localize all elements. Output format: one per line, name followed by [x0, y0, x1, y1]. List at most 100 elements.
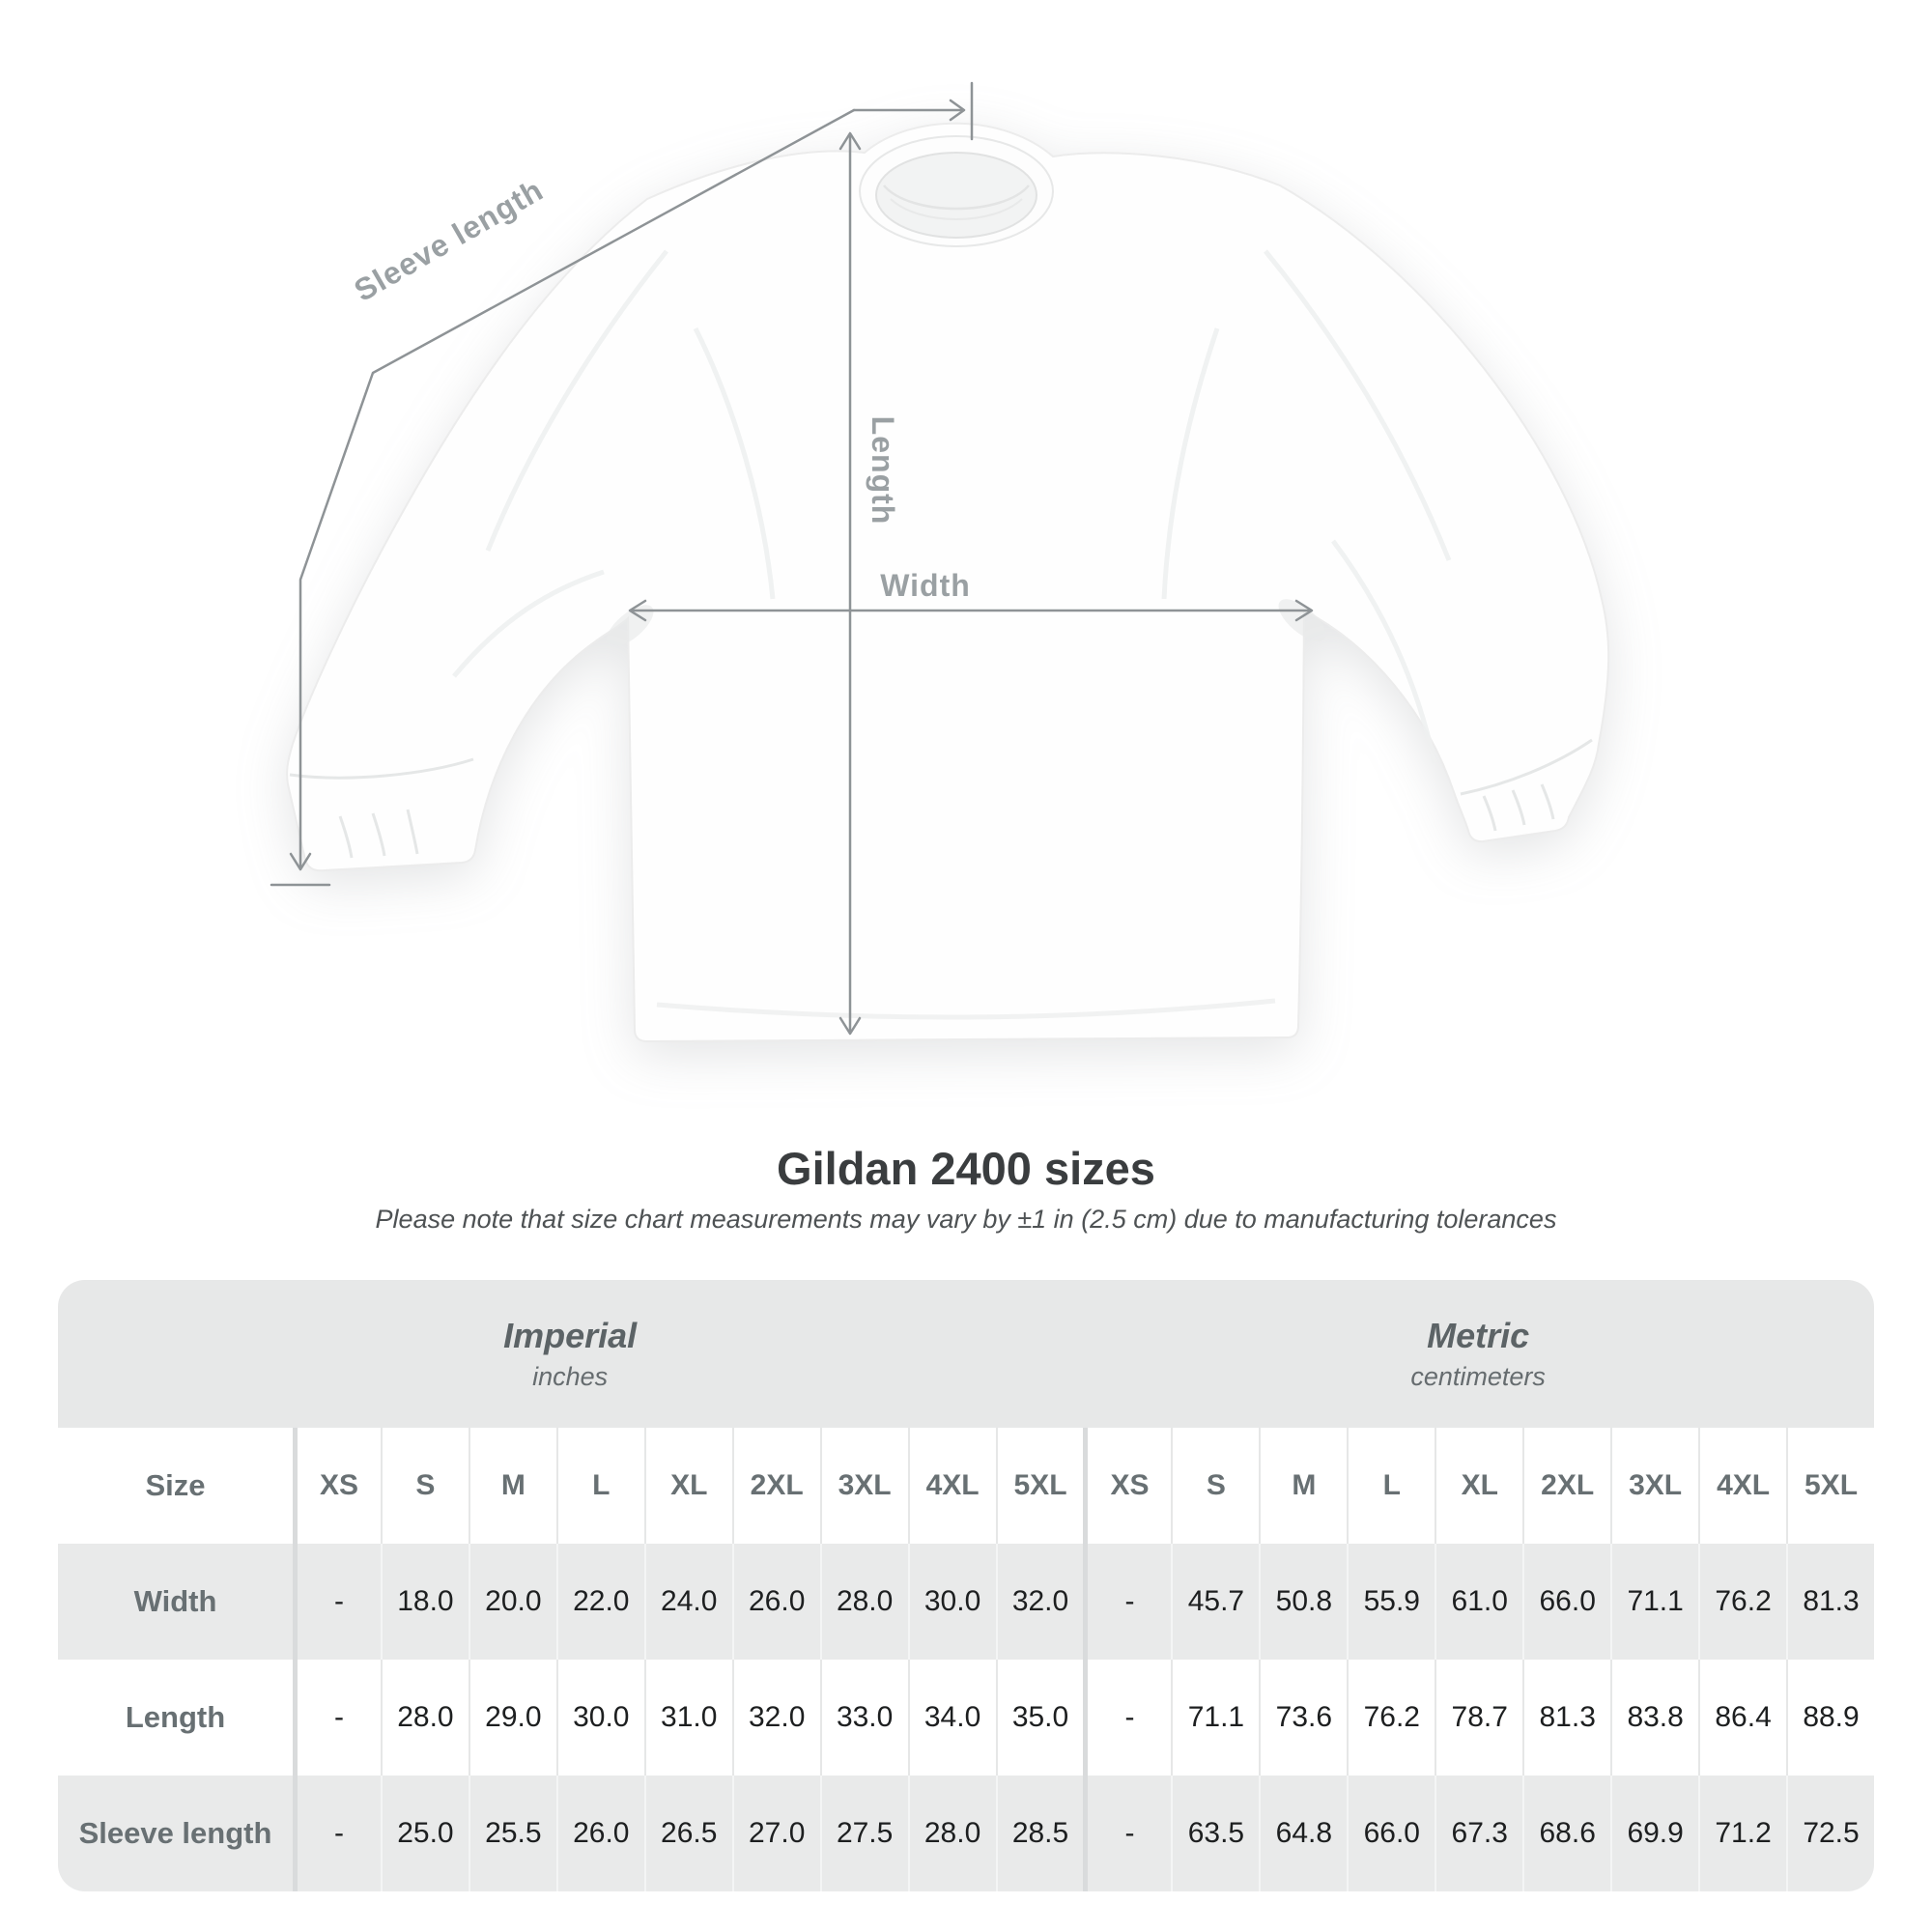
size-col-header-imperial: XL: [643, 1428, 732, 1544]
arrow-down-icon: [289, 852, 312, 871]
metric-title: Metric: [1427, 1316, 1530, 1355]
value-cell-metric: 67.3: [1435, 1776, 1523, 1891]
value-cell-metric: 88.9: [1786, 1660, 1874, 1776]
value-cell-metric: 72.5: [1786, 1776, 1874, 1891]
value-cell-imperial: 22.0: [555, 1544, 644, 1660]
sleeve-length-label: Sleeve length: [349, 172, 550, 308]
value-cell-imperial: 27.0: [731, 1776, 820, 1891]
value-cell-metric: 73.6: [1259, 1660, 1348, 1776]
value-cell-imperial: 31.0: [643, 1660, 732, 1776]
value-cell-metric: 61.0: [1435, 1544, 1523, 1660]
value-cell-imperial: 25.5: [468, 1776, 556, 1891]
arrow-down-icon: [838, 1016, 862, 1036]
value-cell-imperial: 28.0: [907, 1776, 996, 1891]
size-col-header-imperial: S: [380, 1428, 469, 1544]
row-label: Length: [58, 1660, 293, 1776]
size-col-header-imperial: 4XL: [907, 1428, 996, 1544]
size-col-header-metric: S: [1171, 1428, 1260, 1544]
value-cell-metric: 63.5: [1171, 1776, 1260, 1891]
value-cell-imperial: 28.0: [380, 1660, 469, 1776]
size-col-header-metric: M: [1259, 1428, 1348, 1544]
value-cell-metric: 68.6: [1522, 1776, 1611, 1891]
value-cell-metric: 81.3: [1522, 1660, 1611, 1776]
row-label: Sleeve length: [58, 1776, 293, 1891]
value-cell-imperial: 32.0: [731, 1660, 820, 1776]
imperial-header: Imperial inches: [58, 1280, 1082, 1428]
size-col-header-metric: XL: [1435, 1428, 1523, 1544]
size-col-header-imperial: L: [555, 1428, 644, 1544]
value-cell-imperial: 26.0: [555, 1776, 644, 1891]
imperial-title: Imperial: [503, 1316, 638, 1355]
size-col-header-metric: XS: [1083, 1428, 1172, 1544]
value-cell-imperial: -: [293, 1776, 381, 1891]
arrow-right-icon: [949, 99, 966, 122]
value-cell-metric: 66.0: [1347, 1776, 1435, 1891]
value-cell-imperial: 28.5: [995, 1776, 1084, 1891]
value-cell-imperial: 27.5: [819, 1776, 908, 1891]
value-cell-imperial: 18.0: [380, 1544, 469, 1660]
row-label: Width: [58, 1544, 293, 1660]
value-cell-metric: -: [1083, 1776, 1172, 1891]
page-title: Gildan 2400 sizes: [777, 1143, 1155, 1194]
value-cell-imperial: 28.0: [819, 1544, 908, 1660]
imperial-units: inches: [532, 1362, 609, 1391]
measurement-lines: [270, 81, 1314, 1036]
size-col-header-imperial: 5XL: [995, 1428, 1084, 1544]
value-cell-metric: 71.1: [1171, 1660, 1260, 1776]
value-cell-metric: 50.8: [1259, 1544, 1348, 1660]
size-col-header-imperial: M: [468, 1428, 556, 1544]
unit-header-band: Imperial inches Metric centimeters: [58, 1280, 1874, 1428]
size-col-header-metric: 2XL: [1522, 1428, 1611, 1544]
arrow-right-icon: [1294, 599, 1314, 622]
value-cell-imperial: 32.0: [995, 1544, 1084, 1660]
value-cell-metric: 76.2: [1347, 1660, 1435, 1776]
value-cell-imperial: 24.0: [643, 1544, 732, 1660]
size-col-header-metric: 5XL: [1786, 1428, 1874, 1544]
arrow-left-icon: [628, 599, 647, 622]
value-cell-imperial: 35.0: [995, 1660, 1084, 1776]
value-cell-imperial: 26.0: [731, 1544, 820, 1660]
value-cell-metric: -: [1083, 1544, 1172, 1660]
size-table: Imperial inches Metric centimeters Size X…: [58, 1280, 1874, 1891]
size-corner-header: Size: [58, 1428, 293, 1544]
size-col-header-imperial: 2XL: [731, 1428, 820, 1544]
value-cell-metric: -: [1083, 1660, 1172, 1776]
value-cell-metric: 86.4: [1698, 1660, 1787, 1776]
size-col-header-metric: L: [1347, 1428, 1435, 1544]
value-cell-metric: 71.2: [1698, 1776, 1787, 1891]
value-cell-imperial: 25.0: [380, 1776, 469, 1891]
value-cell-metric: 64.8: [1259, 1776, 1348, 1891]
size-grid: Size XS S M L XL 2XL 3XL 4XL 5XL XS S M L XL 2XL 3XL 4XL 5…: [58, 1428, 1874, 1891]
shirt-diagram: Sleeve length Length Width: [270, 81, 1610, 1043]
value-cell-metric: 83.8: [1610, 1660, 1699, 1776]
value-cell-imperial: 30.0: [555, 1660, 644, 1776]
value-cell-metric: 78.7: [1435, 1660, 1523, 1776]
value-cell-imperial: 34.0: [907, 1660, 996, 1776]
value-cell-imperial: 30.0: [907, 1544, 996, 1660]
metric-header: Metric centimeters: [1082, 1280, 1874, 1428]
value-cell-metric: 45.7: [1171, 1544, 1260, 1660]
value-cell-imperial: 29.0: [468, 1660, 556, 1776]
metric-units: centimeters: [1410, 1362, 1546, 1391]
arrow-up-icon: [838, 131, 862, 151]
size-col-header-metric: 3XL: [1610, 1428, 1699, 1544]
size-col-header-imperial: XS: [293, 1428, 381, 1544]
value-cell-metric: 81.3: [1786, 1544, 1874, 1660]
size-col-header-imperial: 3XL: [819, 1428, 908, 1544]
value-cell-metric: 55.9: [1347, 1544, 1435, 1660]
collar: [859, 135, 1054, 247]
value-cell-metric: 66.0: [1522, 1544, 1611, 1660]
value-cell-imperial: 33.0: [819, 1660, 908, 1776]
width-label: Width: [880, 568, 971, 603]
value-cell-imperial: -: [293, 1544, 381, 1660]
value-cell-imperial: 20.0: [468, 1544, 556, 1660]
size-col-header-metric: 4XL: [1698, 1428, 1787, 1544]
value-cell-imperial: -: [293, 1660, 381, 1776]
value-cell-imperial: 26.5: [643, 1776, 732, 1891]
tolerance-note: Please note that size chart measurements…: [375, 1205, 1557, 1234]
value-cell-metric: 71.1: [1610, 1544, 1699, 1660]
value-cell-metric: 76.2: [1698, 1544, 1787, 1660]
length-label: Length: [866, 416, 900, 526]
value-cell-metric: 69.9: [1610, 1776, 1699, 1891]
